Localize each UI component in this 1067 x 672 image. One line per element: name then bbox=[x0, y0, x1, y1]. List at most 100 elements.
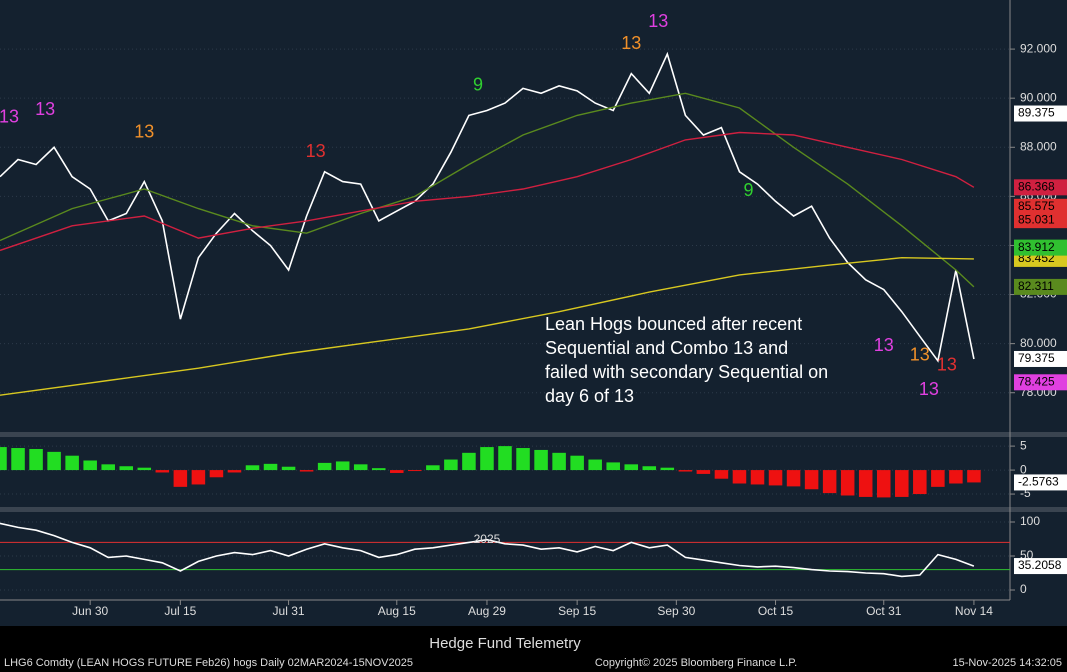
value-tag: 78.425 bbox=[1018, 374, 1055, 388]
value-tag-bg bbox=[1014, 350, 1067, 367]
footer-bg bbox=[0, 626, 1067, 672]
hist-bar bbox=[444, 459, 458, 471]
value-tag-bg bbox=[1014, 198, 1067, 215]
hist-bar bbox=[281, 466, 296, 471]
td-count: 13 bbox=[621, 33, 641, 53]
series-line bbox=[0, 256, 974, 396]
hist-bar bbox=[588, 459, 602, 471]
hist-bar bbox=[119, 466, 134, 471]
hist-bar bbox=[47, 451, 61, 471]
panel-divider bbox=[0, 432, 1067, 437]
hist-bar bbox=[714, 470, 729, 479]
panel-divider bbox=[0, 507, 1067, 512]
value-tag-bg bbox=[1014, 278, 1067, 295]
value-tag: 85.575 bbox=[1018, 199, 1055, 213]
hist-bar bbox=[858, 470, 873, 497]
hist-bar bbox=[750, 470, 765, 485]
hist-bar bbox=[11, 448, 25, 471]
value-tag-bg bbox=[1014, 239, 1067, 256]
hist-bar bbox=[299, 470, 314, 472]
value-tag-bg bbox=[1014, 374, 1067, 391]
hist-bar bbox=[0, 447, 7, 471]
hist-bar bbox=[263, 463, 278, 471]
hist-bar bbox=[696, 470, 711, 474]
hist-bar bbox=[876, 470, 891, 498]
td-count: 13 bbox=[937, 354, 957, 374]
td-count: 13 bbox=[134, 121, 154, 141]
td-count: 13 bbox=[910, 345, 930, 365]
x-tick-label: Sep 30 bbox=[657, 604, 695, 618]
hist-bar bbox=[624, 464, 639, 471]
td-count: 9 bbox=[743, 180, 753, 200]
y-tick-label: 90.000 bbox=[1020, 90, 1057, 104]
value-tag: -2.5763 bbox=[1018, 475, 1059, 489]
hist-bar bbox=[949, 470, 963, 484]
series-line bbox=[0, 92, 975, 288]
hist-bar bbox=[390, 470, 404, 473]
hist-bar bbox=[29, 448, 43, 471]
td-count: 13 bbox=[919, 379, 939, 399]
year-label: 2025 bbox=[474, 532, 501, 546]
td-count: 13 bbox=[0, 107, 19, 127]
value-tag: 85.031 bbox=[1018, 212, 1055, 226]
hist-bar bbox=[426, 465, 440, 471]
td-count: 9 bbox=[473, 75, 483, 95]
value-tag: 83.912 bbox=[1018, 240, 1055, 254]
hist-bar bbox=[498, 446, 512, 471]
hist-bar bbox=[480, 447, 494, 471]
hist-bar bbox=[732, 470, 747, 484]
x-tick-label: Jul 31 bbox=[273, 604, 305, 618]
y-tick-label: 92.000 bbox=[1020, 41, 1057, 55]
td-count: 13 bbox=[306, 141, 326, 161]
x-tick-label: Nov 14 bbox=[955, 604, 993, 618]
value-tag-bg bbox=[1014, 474, 1067, 491]
td-count: 13 bbox=[35, 99, 55, 119]
hist-bar bbox=[786, 470, 801, 487]
series-line bbox=[0, 131, 975, 252]
hist-bar bbox=[822, 470, 837, 494]
annotation-box: Lean Hogs bounced after recent Sequentia… bbox=[545, 314, 829, 406]
x-tick-label: Aug 15 bbox=[378, 604, 416, 618]
hist-bar bbox=[408, 470, 422, 472]
hist-bar bbox=[191, 470, 206, 485]
hist-bar bbox=[660, 467, 675, 471]
hist-bar bbox=[642, 466, 657, 471]
hist-bar bbox=[65, 455, 79, 471]
x-tick-label: Jun 30 bbox=[72, 604, 108, 618]
value-tag-bg bbox=[1014, 179, 1067, 196]
y-tick-label: 100 bbox=[1020, 514, 1040, 528]
value-tag: 86.368 bbox=[1018, 180, 1055, 194]
hist-bar bbox=[895, 470, 909, 497]
hist-bar bbox=[83, 460, 97, 471]
watermark: Hedge Fund Telemetry bbox=[429, 635, 581, 652]
hist-bar bbox=[931, 470, 945, 487]
y-tick-label: 0 bbox=[1020, 462, 1027, 476]
hist-bar bbox=[570, 455, 584, 471]
hist-bar bbox=[101, 464, 115, 471]
value-tag: 89.375 bbox=[1018, 106, 1055, 120]
hist-bar bbox=[462, 452, 476, 471]
hist-bar bbox=[534, 449, 548, 471]
annotation: Lean Hogs bounced after recent Sequentia… bbox=[545, 314, 829, 406]
hist-bar bbox=[245, 465, 260, 471]
hist-bar bbox=[768, 470, 783, 486]
series-line bbox=[0, 522, 975, 578]
hist-bar bbox=[227, 470, 242, 473]
hist-bar bbox=[913, 470, 927, 495]
value-tag: 35.2058 bbox=[1018, 558, 1062, 572]
hist-bar bbox=[335, 461, 350, 471]
y-tick-label: 88.000 bbox=[1020, 139, 1057, 153]
x-tick-label: Aug 29 bbox=[468, 604, 506, 618]
hist-bar bbox=[353, 464, 368, 471]
y-tick-label: -5 bbox=[1020, 486, 1031, 500]
footer-copyright: Copyright© 2025 Bloomberg Finance L.P. bbox=[595, 657, 797, 669]
hist-bar bbox=[317, 462, 332, 471]
x-tick-label: Oct 31 bbox=[866, 604, 902, 618]
hist-bar bbox=[516, 448, 530, 471]
td-count: 13 bbox=[648, 11, 668, 31]
value-tag-bg bbox=[1014, 558, 1067, 575]
hist-bar bbox=[371, 468, 386, 471]
x-tick-label: Jul 15 bbox=[164, 604, 196, 618]
